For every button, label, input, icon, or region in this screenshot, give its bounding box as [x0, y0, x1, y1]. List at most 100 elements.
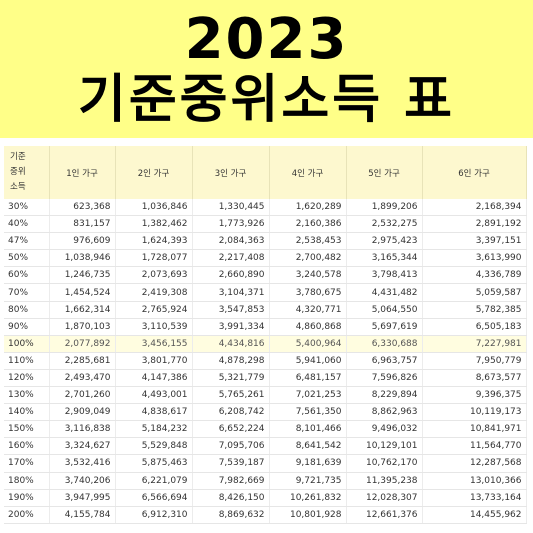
income-cell: 5,941,060: [269, 352, 347, 370]
income-cell: 11,395,238: [346, 472, 423, 490]
income-cell: 2,532,275: [346, 215, 423, 234]
percent-cell: 50%: [4, 249, 50, 268]
percent-cell: 110%: [4, 352, 50, 370]
income-cell: 3,240,578: [269, 266, 347, 285]
income-cell: 2,073,693: [115, 266, 193, 285]
income-cell: 5,875,463: [115, 454, 193, 473]
income-cell: 8,869,632: [192, 506, 270, 524]
income-cell: 3,991,334: [192, 318, 270, 336]
income-cell: 2,538,453: [269, 232, 347, 251]
income-cell: 4,431,482: [346, 283, 423, 302]
income-cell: 5,697,619: [346, 318, 423, 336]
income-cell: 3,165,344: [346, 249, 423, 268]
income-cell: 6,566,694: [115, 489, 193, 507]
income-cell: 10,762,170: [346, 454, 423, 473]
table-row: 190% 3,947,995 6,566,694 8,426,150 10,261,83…: [4, 489, 527, 507]
income-cell: 1,330,445: [192, 199, 270, 217]
income-cell: 4,155,784: [49, 506, 116, 524]
income-cell: 13,733,164: [422, 489, 527, 507]
income-cell: 14,455,962: [422, 506, 527, 524]
income-cell: 9,721,735: [269, 472, 347, 490]
table-header-row: 기준 중위 소득 1인 가구 2인 가구 3인 가구 4인 가구 5인 가구 6…: [4, 146, 527, 199]
table-row: 47% 976,609 1,624,393 2,084,363 2,538,453 2,9…: [4, 232, 527, 251]
income-cell: 2,891,192: [422, 215, 527, 234]
income-cell: 10,261,832: [269, 489, 347, 507]
income-cell: 10,119,173: [422, 403, 527, 422]
income-cell: 10,801,928: [269, 506, 347, 524]
table-row: 120% 2,493,470 4,147,386 5,321,779 6,481,157…: [4, 369, 527, 388]
income-cell: 6,912,310: [115, 506, 193, 524]
income-cell: 9,496,032: [346, 420, 423, 439]
income-cell: 5,765,261: [192, 386, 270, 405]
percent-cell: 130%: [4, 386, 50, 405]
income-cell: 3,110,539: [115, 318, 193, 336]
income-cell: 11,564,770: [422, 437, 527, 456]
income-cell: 5,400,964: [269, 335, 347, 353]
income-cell: 831,157: [49, 215, 116, 234]
income-cell: 2,701,260: [49, 386, 116, 405]
income-cell: 10,129,101: [346, 437, 423, 456]
income-cell: 2,660,890: [192, 266, 270, 285]
income-cell: 4,336,789: [422, 266, 527, 285]
income-cell: 13,010,366: [422, 472, 527, 490]
table-row: 80% 1,662,314 2,765,924 3,547,853 4,320,771 5…: [4, 301, 527, 319]
income-cell: 6,481,157: [269, 369, 347, 388]
table-row: 100% 2,077,892 3,456,155 4,434,816 5,400,964…: [4, 335, 527, 353]
row-header-cell: 기준 중위 소득: [4, 146, 50, 199]
percent-cell: 100%: [4, 335, 50, 353]
table-row: 60% 1,246,735 2,073,693 2,660,890 3,240,578 3…: [4, 266, 527, 285]
income-cell: 2,168,394: [422, 199, 527, 217]
income-cell: 8,862,963: [346, 403, 423, 422]
income-cell: 2,493,470: [49, 369, 116, 388]
income-cell: 3,780,675: [269, 283, 347, 302]
percent-cell: 40%: [4, 215, 50, 234]
table-row: 110% 2,285,681 3,801,770 4,878,298 5,941,060…: [4, 352, 527, 370]
income-cell: 2,700,482: [269, 249, 347, 268]
table-row: 170% 3,532,416 5,875,463 7,539,187 9,181,639…: [4, 454, 527, 473]
percent-cell: 80%: [4, 301, 50, 319]
income-cell: 1,620,289: [269, 199, 347, 217]
income-cell: 8,673,577: [422, 369, 527, 388]
income-cell: 5,059,587: [422, 283, 527, 302]
income-cell: 1,246,735: [49, 266, 116, 285]
income-cell: 6,652,224: [192, 420, 270, 439]
table-row: 130% 2,701,260 4,493,001 5,765,261 7,021,253…: [4, 386, 527, 405]
income-cell: 7,982,669: [192, 472, 270, 490]
income-cell: 3,947,995: [49, 489, 116, 507]
percent-cell: 190%: [4, 489, 50, 507]
income-cell: 2,909,049: [49, 403, 116, 422]
income-cell: 4,493,001: [115, 386, 193, 405]
percent-cell: 90%: [4, 318, 50, 336]
percent-cell: 170%: [4, 454, 50, 473]
income-cell: 2,285,681: [49, 352, 116, 370]
income-cell: 2,084,363: [192, 232, 270, 251]
income-cell: 5,529,848: [115, 437, 193, 456]
percent-cell: 47%: [4, 232, 50, 251]
income-cell: 5,064,550: [346, 301, 423, 319]
income-cell: 5,184,232: [115, 420, 193, 439]
row-header-line: 중위: [10, 167, 26, 177]
table-row: 160% 3,324,627 5,529,848 7,095,706 8,641,542…: [4, 437, 527, 456]
income-cell: 2,077,892: [49, 335, 116, 353]
income-cell: 3,397,151: [422, 232, 527, 251]
income-cell: 3,116,838: [49, 420, 116, 439]
column-header: 6인 가구: [422, 146, 527, 199]
income-cell: 3,801,770: [115, 352, 193, 370]
income-cell: 3,798,413: [346, 266, 423, 285]
percent-cell: 120%: [4, 369, 50, 388]
income-cell: 2,160,386: [269, 215, 347, 234]
income-cell: 1,899,206: [346, 199, 423, 217]
table-row: 150% 3,116,838 5,184,232 6,652,224 8,101,466…: [4, 420, 527, 439]
income-cell: 1,036,846: [115, 199, 193, 217]
table-row: 140% 2,909,049 4,838,617 6,208,742 7,561,350…: [4, 403, 527, 422]
table-row: 40% 831,157 1,382,462 1,773,926 2,160,386 2,5…: [4, 215, 527, 234]
column-header: 4인 가구: [269, 146, 347, 199]
income-cell: 1,728,077: [115, 249, 193, 268]
title-year: 2023: [184, 7, 349, 72]
income-cell: 1,773,926: [192, 215, 270, 234]
income-cell: 4,434,816: [192, 335, 270, 353]
income-cell: 6,963,757: [346, 352, 423, 370]
income-cell: 6,208,742: [192, 403, 270, 422]
table-row: 180% 3,740,206 6,221,079 7,982,669 9,721,735…: [4, 472, 527, 490]
income-cell: 7,539,187: [192, 454, 270, 473]
